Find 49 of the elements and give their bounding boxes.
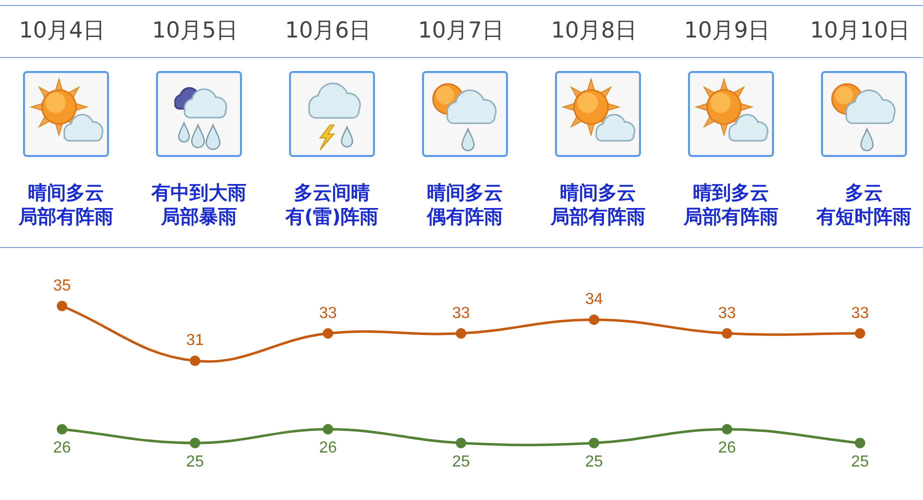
text: 局部暴雨 <box>161 206 237 228</box>
text: 晴间多云 <box>560 182 636 204</box>
data-label: 35 <box>53 277 71 294</box>
x-tick-label: 10月6日 <box>285 18 371 44</box>
data-label: 33 <box>452 304 470 322</box>
text: 局部有阵雨 <box>18 206 114 228</box>
point <box>722 328 732 339</box>
data-label: 33 <box>718 304 736 322</box>
x-tick-label: 10月8日 <box>551 18 637 44</box>
text: 晴间多云 <box>28 182 104 204</box>
data-label: 25 <box>452 453 470 470</box>
text: 有中到大雨 <box>152 182 246 204</box>
x-tick-label: 10月9日 <box>684 18 770 44</box>
point <box>854 438 866 448</box>
point <box>456 328 466 339</box>
text: 晴到多云 <box>693 182 769 204</box>
point <box>588 314 600 325</box>
data-label: 33 <box>319 304 337 322</box>
point <box>322 424 334 435</box>
x-tick-label: 10月7日 <box>418 18 504 44</box>
point <box>56 300 68 312</box>
text: 有短时阵雨 <box>816 206 912 228</box>
text: 偶有阵雨 <box>427 206 503 228</box>
data-label: 33 <box>851 304 869 322</box>
x-tick-label: 10月10日 <box>810 18 910 44</box>
point <box>322 328 334 339</box>
data-label: 26 <box>319 440 337 457</box>
text: 局部有阵雨 <box>684 206 778 228</box>
text: 多云间晴 <box>294 182 370 204</box>
data-label: 34 <box>585 291 603 308</box>
point <box>456 438 466 448</box>
point <box>190 438 200 448</box>
point <box>588 438 600 448</box>
data-label: 25 <box>851 453 869 470</box>
data-label: 25 <box>186 453 204 470</box>
point <box>190 356 200 366</box>
point <box>854 328 866 339</box>
point <box>56 424 68 435</box>
point <box>722 424 732 435</box>
data-label: 31 <box>186 332 204 350</box>
text: 局部有阵雨 <box>550 206 646 228</box>
data-label: 26 <box>718 440 736 457</box>
text: 多云 <box>845 182 883 204</box>
data-label: 26 <box>53 440 71 457</box>
x-tick-label: 10月4日 <box>19 18 105 44</box>
x-tick-label: 10月5日 <box>152 18 238 44</box>
text: 晴间多云 <box>427 182 503 204</box>
data-label: 25 <box>585 453 603 470</box>
text: 有(雷)阵雨 <box>285 206 379 228</box>
